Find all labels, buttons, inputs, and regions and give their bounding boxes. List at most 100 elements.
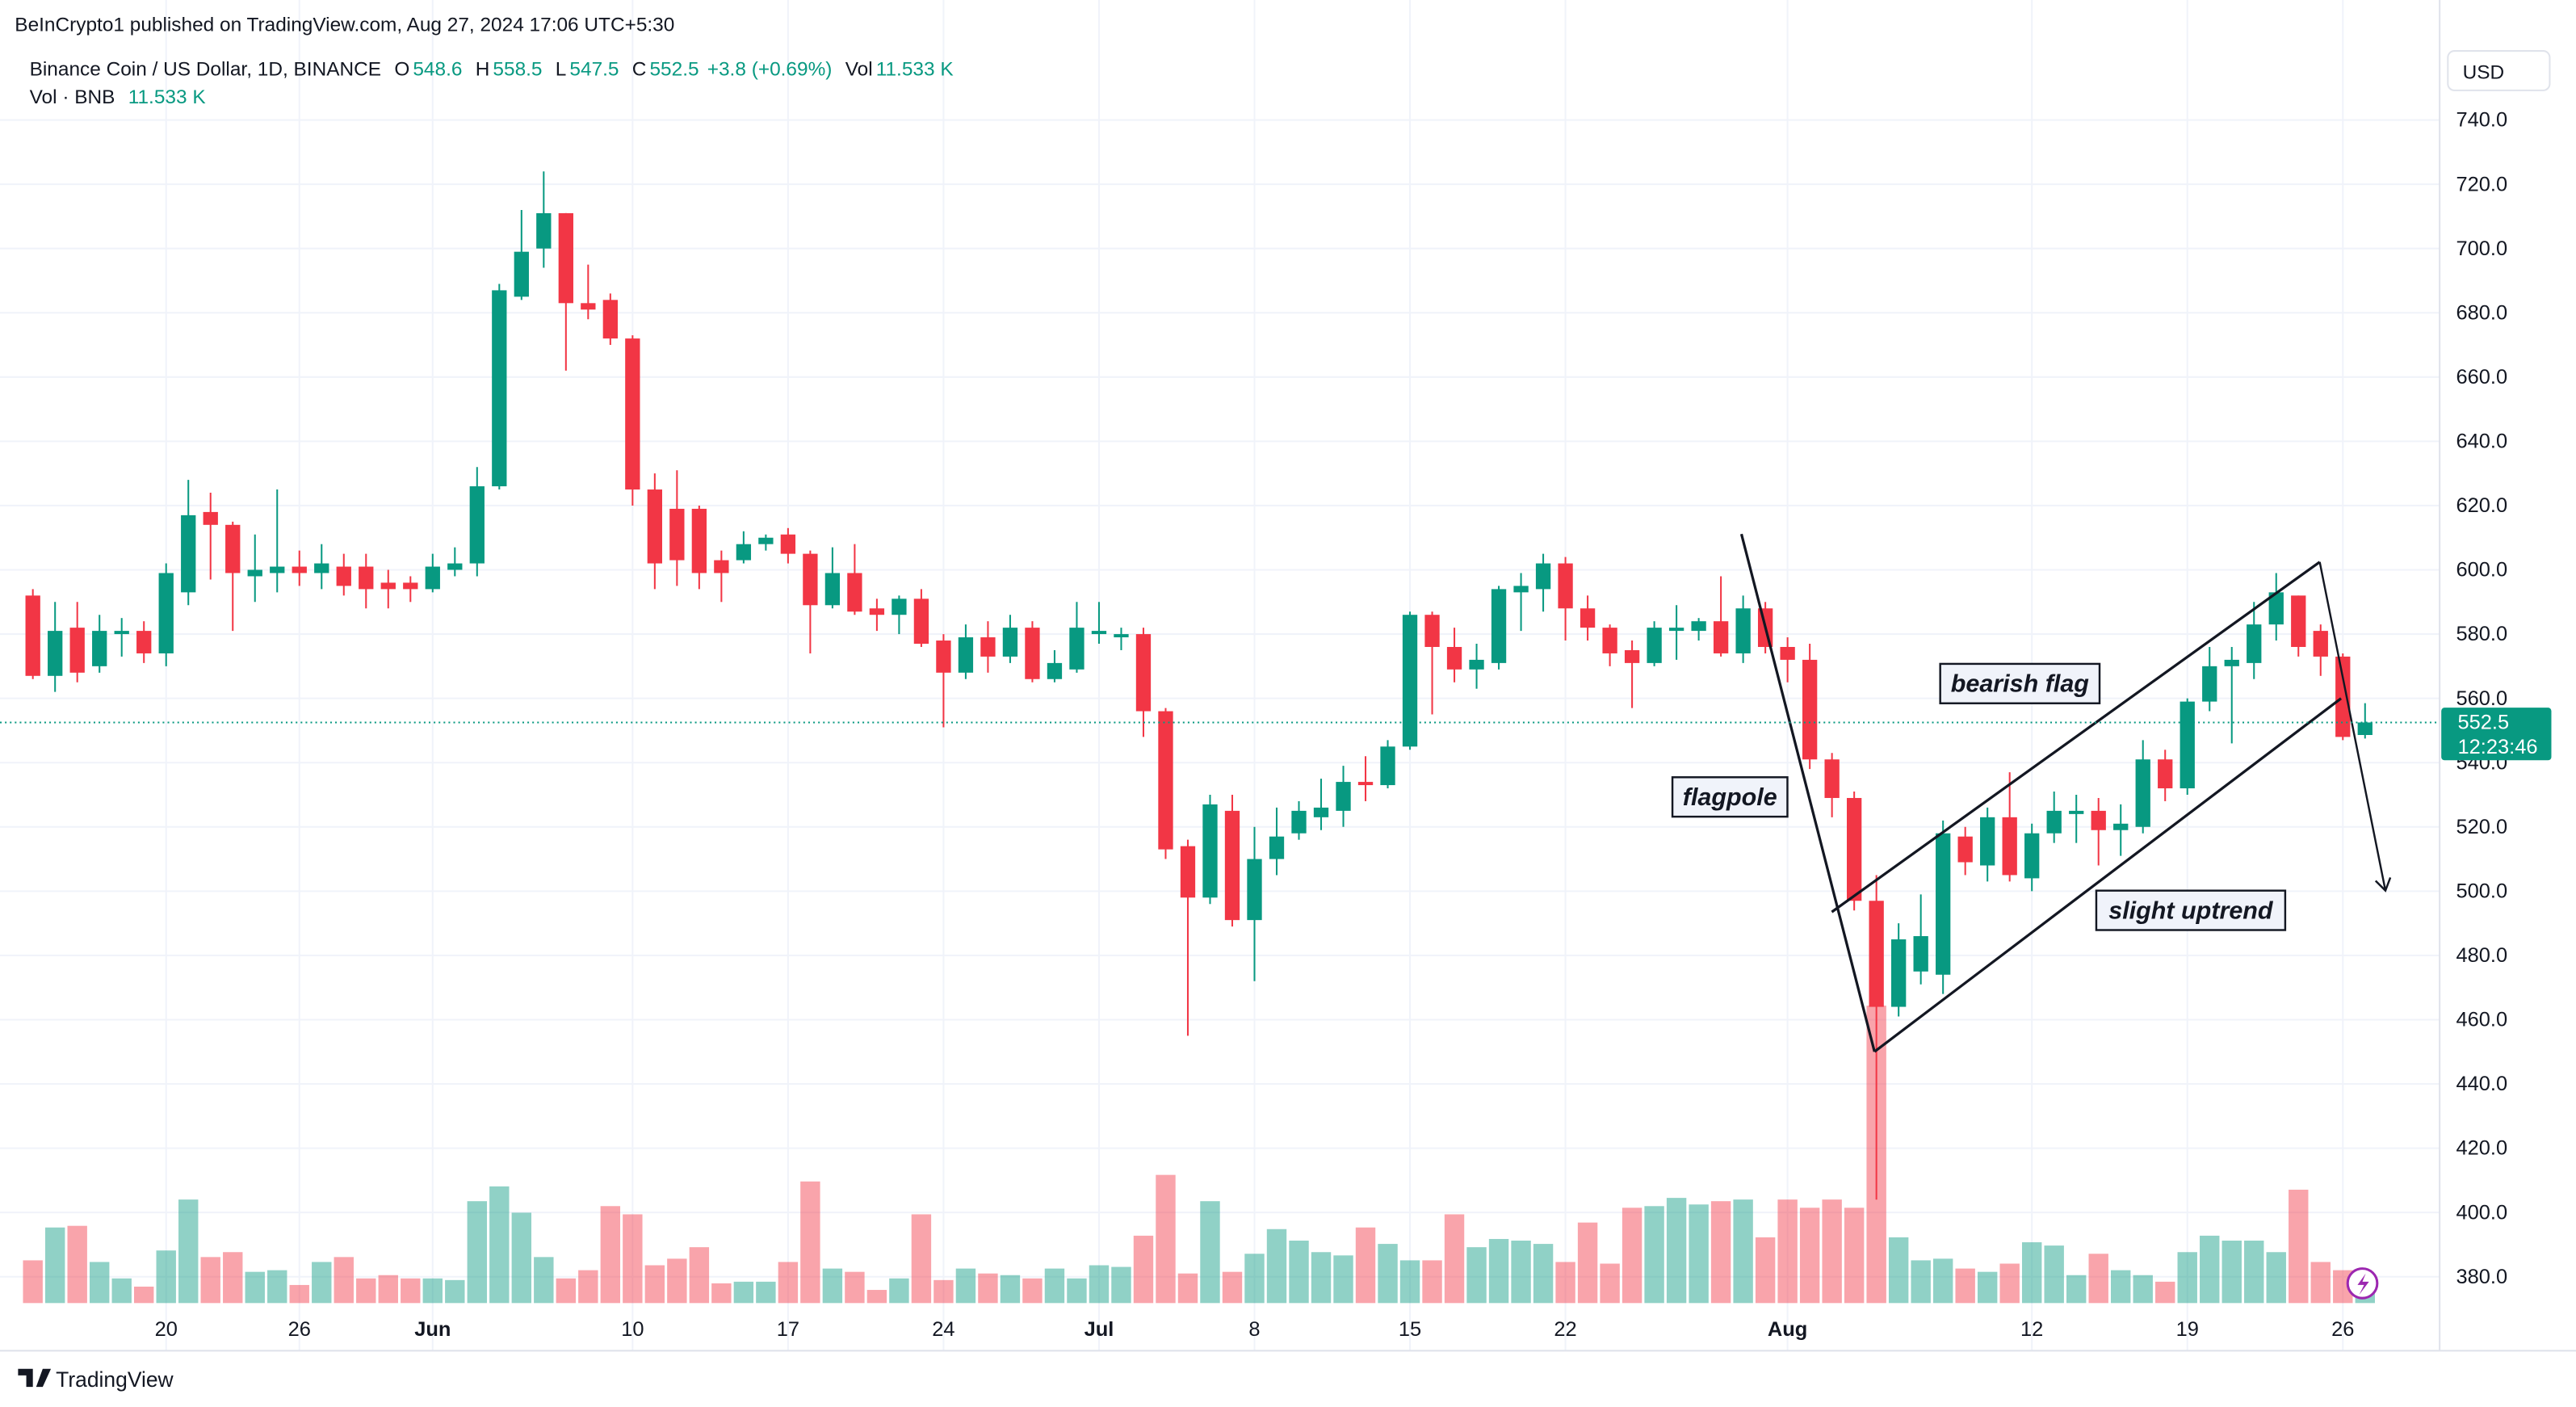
candle-body bbox=[225, 524, 241, 573]
projection-arrow bbox=[2318, 561, 2387, 891]
x-tick-label: Aug bbox=[1768, 1318, 1807, 1341]
x-tick-label: 10 bbox=[621, 1318, 644, 1341]
candle-body bbox=[669, 508, 685, 561]
candle-body bbox=[2357, 722, 2373, 735]
volume-bar bbox=[911, 1214, 932, 1304]
candle-body bbox=[2158, 759, 2173, 789]
volume-bar bbox=[711, 1283, 732, 1304]
y-tick-label: 620.0 bbox=[2456, 494, 2507, 517]
ohlc-label: L bbox=[556, 59, 567, 81]
candle-body bbox=[647, 489, 663, 564]
volume-label: Vol · BNB bbox=[30, 86, 115, 108]
candle-body bbox=[1735, 608, 1751, 653]
volume-bar bbox=[2221, 1241, 2242, 1304]
volume-bar bbox=[44, 1227, 65, 1304]
candle-body bbox=[625, 338, 640, 490]
volume-legend: Vol · BNB 11.533 K bbox=[30, 86, 206, 108]
last-price-badge bbox=[2441, 708, 2552, 761]
volume-bar bbox=[156, 1250, 176, 1304]
volume-bar bbox=[1177, 1273, 1198, 1304]
candle-body bbox=[1513, 586, 1529, 593]
candle-body bbox=[158, 573, 174, 653]
annotation: flagpole bbox=[1683, 783, 1777, 811]
volume-bar bbox=[356, 1278, 376, 1304]
flagpole-line bbox=[1739, 533, 1876, 1052]
volume-bar bbox=[889, 1278, 909, 1304]
currency[interactable]: USD bbox=[2463, 62, 2505, 84]
volume-bar bbox=[467, 1201, 488, 1304]
candle-body bbox=[136, 631, 152, 653]
volume-bar bbox=[1444, 1214, 1465, 1304]
candle-body bbox=[1247, 859, 1262, 921]
brand-name: TradingView bbox=[56, 1367, 174, 1392]
candle-body bbox=[2002, 817, 2017, 876]
volume-bar bbox=[401, 1278, 421, 1304]
candle-body bbox=[1668, 628, 1684, 632]
volume-bar bbox=[1911, 1260, 1931, 1304]
volume-bar bbox=[1710, 1201, 1731, 1304]
ohlc-label: H bbox=[476, 59, 490, 81]
candle-body bbox=[359, 566, 374, 590]
volume-bar bbox=[67, 1225, 87, 1304]
candle-body bbox=[1336, 782, 1351, 811]
candle-body bbox=[869, 608, 885, 615]
candle-body bbox=[2313, 631, 2328, 657]
candle-body bbox=[1091, 631, 1107, 635]
x-tick-label: 24 bbox=[932, 1318, 954, 1341]
volume-bar bbox=[1111, 1266, 1131, 1304]
volume-bar bbox=[1511, 1241, 1531, 1304]
ohlc-label: O bbox=[394, 59, 409, 81]
volume-bar bbox=[2111, 1270, 2131, 1304]
candle-body bbox=[581, 303, 596, 310]
volume-bar bbox=[2244, 1241, 2264, 1304]
candle-body bbox=[1180, 846, 1196, 898]
volume-bar bbox=[23, 1260, 43, 1304]
candle-body bbox=[536, 212, 552, 249]
volume-bar bbox=[1333, 1255, 1353, 1304]
candle-body bbox=[2180, 701, 2195, 789]
arrow-head bbox=[2374, 876, 2392, 892]
volume-bar bbox=[1422, 1260, 1442, 1304]
candle-body bbox=[1158, 711, 1173, 850]
candle-body bbox=[1357, 782, 1374, 786]
currency-button[interactable] bbox=[2447, 50, 2551, 91]
volume-bar bbox=[1289, 1241, 1309, 1304]
candle-body bbox=[1824, 759, 1840, 798]
volume-bar bbox=[178, 1199, 199, 1304]
ohlc-value: 548.6 bbox=[413, 59, 462, 81]
volume-bar bbox=[89, 1262, 110, 1304]
volume-bar bbox=[667, 1258, 687, 1304]
candle-body bbox=[1558, 563, 1573, 609]
volume-bar bbox=[689, 1247, 710, 1304]
candle-body bbox=[2247, 624, 2262, 663]
volume-bar bbox=[2044, 1245, 2064, 1304]
y-tick-label: 560.0 bbox=[2456, 687, 2507, 710]
x-tick-label: 12 bbox=[2020, 1318, 2043, 1341]
volume-bar bbox=[2088, 1254, 2108, 1304]
y-tick-label: 480.0 bbox=[2456, 944, 2507, 967]
candle-body bbox=[1224, 810, 1240, 921]
volume-bar bbox=[511, 1212, 532, 1304]
candle-body bbox=[1602, 628, 1617, 653]
volume-bar bbox=[1355, 1227, 1376, 1304]
candle-body bbox=[892, 598, 907, 615]
candle-body bbox=[602, 300, 618, 339]
candle-body bbox=[2046, 810, 2062, 834]
volume-bar bbox=[422, 1278, 443, 1304]
y-tick-label: 500.0 bbox=[2456, 880, 2507, 902]
volume-bar bbox=[1822, 1199, 1842, 1304]
volume-bar bbox=[978, 1273, 998, 1304]
candle-body bbox=[847, 573, 862, 612]
candle-body bbox=[336, 566, 351, 586]
x-tick-label: 22 bbox=[1554, 1318, 1576, 1341]
volume-bar bbox=[1133, 1235, 1154, 1304]
x-tick-label: 17 bbox=[777, 1318, 799, 1341]
candle-body bbox=[1535, 563, 1551, 590]
candle-body bbox=[25, 595, 40, 676]
volume-bar bbox=[267, 1270, 287, 1304]
volume-bar bbox=[866, 1290, 887, 1304]
volume-bar bbox=[1955, 1268, 1975, 1304]
timeframe-icon[interactable] bbox=[2346, 1267, 2379, 1300]
annotation-box bbox=[2095, 889, 2287, 931]
